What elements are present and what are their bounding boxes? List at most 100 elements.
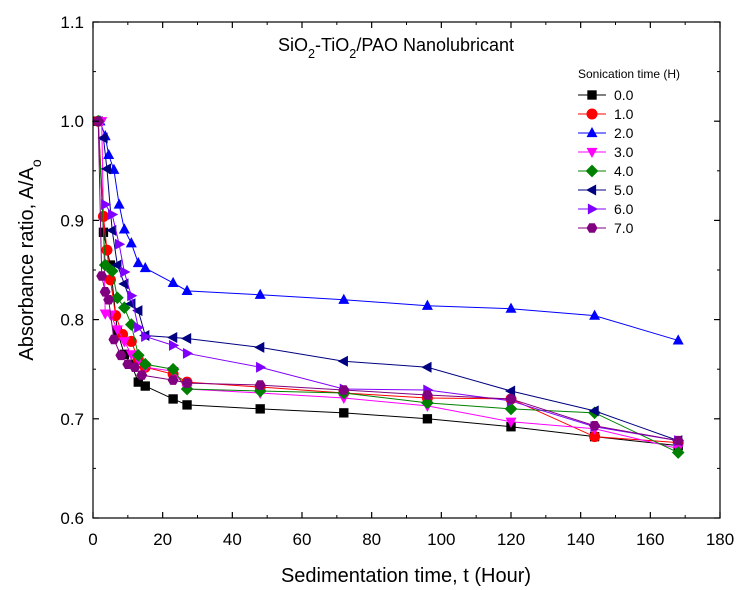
x-tick-label: 0 bbox=[88, 530, 97, 549]
data-point-7.0-7 bbox=[129, 362, 141, 372]
y-tick-label: 0.9 bbox=[60, 211, 84, 230]
x-axis-title: Sedimentation time, t (Hour) bbox=[281, 565, 531, 587]
legend-label: 7.0 bbox=[614, 220, 634, 236]
data-point-0.0-6 bbox=[133, 377, 143, 387]
data-point-5.0-1 bbox=[100, 163, 112, 175]
legend-marker bbox=[587, 90, 597, 100]
data-point-6.0-3 bbox=[120, 266, 131, 278]
x-tick-label: 160 bbox=[636, 530, 664, 549]
data-point-4.0-12 bbox=[421, 396, 434, 410]
legend-label: 6.0 bbox=[614, 201, 634, 217]
y-tick-label: 0.6 bbox=[60, 509, 84, 528]
data-point-6.0-6 bbox=[141, 330, 152, 342]
legend-item-0.0: 0.0 bbox=[578, 87, 634, 103]
data-point-1.0-15 bbox=[589, 431, 601, 443]
data-point-6.0-7 bbox=[168, 339, 180, 351]
data-point-6.0-5 bbox=[134, 322, 145, 334]
data-point-3.0-5 bbox=[125, 350, 137, 361]
data-point-7.0-13 bbox=[421, 390, 433, 400]
axes-layer: 0 20 40 60 80 100 120 140 160 180 0.6 0.7 0.8 0.9 1.0 1… bbox=[60, 13, 734, 549]
data-point-6.0-0 bbox=[101, 199, 112, 211]
data-point-3.0-4 bbox=[118, 337, 130, 348]
data-point-5.0-2 bbox=[106, 224, 117, 236]
data-point-7.0-5 bbox=[115, 350, 127, 361]
data-point-1.0-5 bbox=[117, 328, 129, 340]
x-tick-label: 80 bbox=[362, 530, 381, 549]
data-point-7.0-3 bbox=[103, 295, 115, 305]
data-point-2.0-5 bbox=[118, 223, 130, 234]
legend-item-4.0: 4.0 bbox=[578, 163, 634, 179]
data-point-2.0-15 bbox=[589, 309, 601, 320]
data-point-2.0-6 bbox=[125, 237, 137, 248]
data-point-5.0-6 bbox=[132, 305, 143, 317]
data-point-4.0-2 bbox=[105, 264, 119, 278]
data-point-2.0-10 bbox=[181, 284, 193, 295]
data-point-5.0-10 bbox=[254, 341, 265, 353]
x-tick-label: 140 bbox=[566, 530, 594, 549]
legend: Sonication time (H) 0.0 1.0 2.0 3.0 4.0 5.0 6.… bbox=[578, 67, 680, 236]
data-point-5.0-8 bbox=[167, 331, 178, 343]
data-point-2.0-8 bbox=[139, 261, 151, 273]
data-point-7.0-15 bbox=[589, 420, 601, 431]
series-line-4.0 bbox=[97, 121, 679, 453]
data-point-4.0-3 bbox=[111, 291, 124, 305]
legend-marker bbox=[586, 147, 598, 159]
data-point-2.0-4 bbox=[113, 198, 125, 209]
data-point-6.0-4 bbox=[127, 290, 138, 302]
x-tick-label: 20 bbox=[153, 530, 172, 549]
data-point-7.0-2 bbox=[99, 287, 111, 297]
legend-label: 1.0 bbox=[614, 106, 634, 122]
x-tick-label: 40 bbox=[223, 530, 242, 549]
data-point-5.0-3 bbox=[111, 259, 122, 271]
legend-item-3.0: 3.0 bbox=[578, 144, 634, 160]
legend-label: 3.0 bbox=[614, 144, 634, 160]
data-point-2.0-12 bbox=[338, 293, 350, 304]
legend-marker bbox=[587, 203, 599, 215]
data-point-4.0-6 bbox=[131, 348, 145, 362]
y-tick-label: 0.8 bbox=[60, 311, 84, 330]
data-point-2.0-16 bbox=[672, 334, 684, 345]
series-line-5.0 bbox=[102, 138, 679, 442]
legend-item-2.0: 2.0 bbox=[578, 125, 634, 141]
data-point-5.0-9 bbox=[181, 332, 192, 344]
data-point-1.0-2 bbox=[101, 244, 113, 256]
x-tick-label: 100 bbox=[427, 530, 455, 549]
data-point-7.0-11 bbox=[254, 380, 266, 390]
data-point-0.0-12 bbox=[422, 414, 433, 424]
data-point-7.0-4 bbox=[108, 334, 120, 345]
data-point-2.0-3 bbox=[108, 163, 120, 174]
legend-title: Sonication time (H) bbox=[578, 67, 680, 81]
data-point-6.0-2 bbox=[115, 238, 126, 250]
legend-marker bbox=[586, 126, 598, 138]
legend-marker bbox=[586, 223, 598, 233]
legend-label: 4.0 bbox=[614, 163, 634, 179]
legend-item-5.0: 5.0 bbox=[578, 182, 634, 198]
data-point-2.0-11 bbox=[254, 288, 266, 299]
y-tick-label: 1.0 bbox=[60, 112, 84, 131]
legend-marker bbox=[585, 184, 597, 196]
data-point-6.0-9 bbox=[256, 361, 267, 373]
data-point-2.0-14 bbox=[505, 302, 517, 313]
legend-item-6.0: 6.0 bbox=[578, 201, 634, 217]
data-point-4.0-8 bbox=[166, 362, 180, 376]
series-line-3.0 bbox=[101, 121, 679, 450]
legend-label: 5.0 bbox=[614, 182, 634, 198]
data-point-4.0-15 bbox=[671, 446, 685, 459]
legend-label: 2.0 bbox=[614, 125, 634, 141]
data-point-6.0-1 bbox=[108, 208, 119, 220]
data-point-2.0-13 bbox=[421, 299, 433, 310]
data-point-0.0-9 bbox=[182, 400, 192, 410]
data-point-7.0-1 bbox=[96, 271, 108, 281]
data-point-5.0-14 bbox=[588, 405, 599, 417]
data-point-3.0-3 bbox=[111, 325, 123, 336]
data-point-0.0-10 bbox=[255, 404, 265, 414]
data-point-7.0-14 bbox=[505, 394, 517, 404]
data-point-4.0-7 bbox=[138, 357, 152, 371]
data-point-2.0-7 bbox=[132, 257, 144, 268]
data-point-7.0-12 bbox=[338, 385, 350, 395]
data-point-7.0-16 bbox=[672, 435, 684, 446]
y-tick-label: 0.7 bbox=[60, 410, 84, 429]
data-point-5.0-11 bbox=[337, 355, 348, 367]
chart-title: SiO2-TiO2/PAO Nanolubricant bbox=[278, 35, 514, 61]
